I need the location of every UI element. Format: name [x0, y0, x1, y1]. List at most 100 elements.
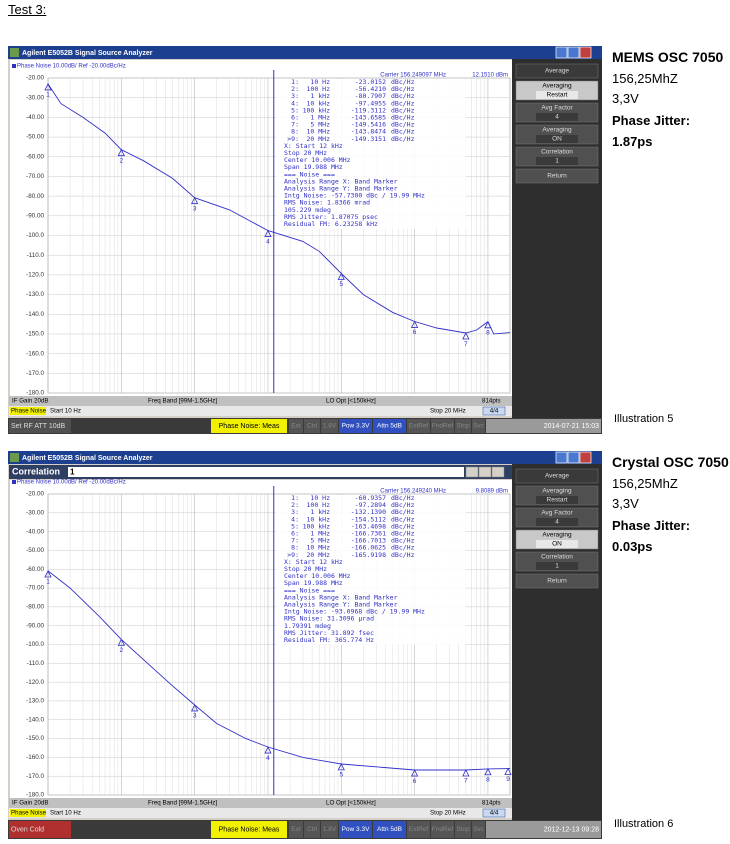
window-button: [567, 451, 580, 464]
marker-index: 4:: [291, 99, 299, 107]
status-flag: ExtRef: [409, 423, 429, 430]
status-flag: Ctrl: [307, 826, 318, 833]
page-tag: [482, 406, 506, 416]
marker-value: -56.4210: [355, 85, 386, 93]
y-tick-label: -120.0: [26, 679, 44, 686]
marker-label: 8: [486, 776, 490, 783]
status-flag: Attn 5dB: [377, 423, 402, 430]
trace-icon: [12, 64, 16, 68]
status-flag: Ctrl: [307, 423, 318, 430]
marker-frequency: 5 MHz: [310, 121, 330, 129]
status-flag: 1.8V: [323, 826, 337, 833]
softkey[interactable]: [515, 468, 599, 484]
marker-unit: dBc/Hz: [391, 114, 415, 122]
softkey-label: Return: [547, 173, 567, 180]
marker-label: 6: [413, 778, 417, 785]
carrier-level: 9.8089 dBm: [476, 489, 508, 495]
marker-unit: dBc/Hz: [391, 121, 415, 129]
y-tick-label: -50.00: [26, 547, 44, 554]
analysis-line: Residual FM: 6.23258 kHz: [284, 220, 378, 228]
caption-line: 3,3V: [612, 91, 639, 106]
marker: [44, 570, 52, 578]
analyzer-screenshot: Agilent E5052B Signal Source Analyzer Ave…: [8, 46, 602, 434]
marker-value: -154.5112: [351, 515, 386, 523]
status-left: Set RF ATT 10dB: [11, 423, 66, 430]
marker-unit: dBc/Hz: [391, 92, 415, 100]
y-tick-label: -120.0: [26, 272, 44, 279]
marker-label: 1: [46, 579, 50, 586]
footer-info-text: LO Opt [<150kHz]: [326, 800, 376, 807]
y-tick-label: -50.00: [26, 134, 44, 141]
marker: [337, 763, 345, 771]
window-button: [555, 451, 568, 464]
page-indicator: 4/4: [490, 408, 499, 415]
analysis-line: X: Start 12 kHz: [284, 558, 343, 566]
title-bar: [8, 46, 602, 59]
analyzer-screenshot: Agilent E5052B Signal Source Analyzer Ave…: [8, 451, 602, 839]
softkey-value-box: [536, 157, 578, 165]
softkey-value-box: [536, 135, 578, 143]
marker-index: 8:: [291, 128, 299, 136]
marker-frequency: 20 MHz: [307, 551, 331, 559]
softkey[interactable]: [515, 573, 599, 589]
marker: [190, 704, 199, 712]
y-tick-label: -90.00: [26, 622, 44, 629]
marker-value: -143.6585: [351, 114, 386, 122]
status-flag-box: [339, 821, 372, 838]
analysis-line: Span 19.988 MHz: [284, 579, 343, 587]
marker-frequency: 5 MHz: [310, 537, 330, 545]
panel-title: Correlation: [12, 466, 60, 476]
marker-value: -23.0152: [355, 78, 386, 86]
marker-value: -80.7907: [355, 92, 386, 100]
marker-index: 6:: [291, 530, 299, 538]
y-tick-label: -150.0: [26, 735, 44, 742]
y-tick-label: -130.0: [26, 698, 44, 705]
footer-info: [9, 798, 512, 808]
marker-unit: dBc/Hz: [391, 544, 415, 552]
window-button: [567, 46, 580, 59]
panel-button: [478, 466, 492, 478]
y-tick-label: -140.0: [26, 716, 44, 723]
marker-index: 8:: [291, 544, 299, 552]
softkey[interactable]: [515, 63, 599, 79]
marker: [264, 746, 272, 754]
marker-index: 1:: [291, 494, 299, 502]
y-tick-label: -100.0: [26, 641, 44, 648]
marker-unit: dBc/Hz: [391, 494, 415, 502]
softkey[interactable]: [515, 168, 599, 184]
footer-info-text: Freq Band [99M-1.5GHz]: [148, 398, 217, 405]
y-tick-label: -20.00: [26, 491, 44, 498]
marker-unit: dBc/Hz: [391, 501, 415, 509]
marker-index: 2:: [291, 501, 299, 509]
carrier: Carrier 156.249097 MHz: [380, 73, 446, 79]
marker-label: 3: [193, 205, 197, 212]
status-flag: Pow 3.3V: [342, 423, 370, 430]
marker-index: 7:: [291, 537, 299, 545]
marker-index: 1:: [291, 78, 299, 86]
window-button: [555, 46, 568, 59]
marker-unit: dBc/Hz: [391, 78, 415, 86]
status-flag-box: [407, 821, 430, 838]
analysis-line: 1.79391 mdeg: [284, 622, 331, 630]
y-tick-label: -180.0: [26, 792, 44, 799]
marker-frequency: 10 MHz: [307, 128, 331, 136]
y-tick-label: -60.00: [26, 566, 44, 573]
y-tick-label: -70.00: [26, 173, 44, 180]
caption-jitter: 0.03ps: [612, 539, 653, 554]
y-tick-label: -70.00: [26, 585, 44, 592]
status-flag: Ext: [291, 423, 301, 430]
marker-label: 6: [413, 329, 417, 336]
softkey-label: Averaging: [542, 83, 572, 90]
softkey-value-box: [536, 540, 578, 548]
marker-value: -97.4955: [355, 99, 386, 107]
page-tag: [482, 808, 506, 818]
window-title: Agilent E5052B Signal Source Analyzer: [22, 455, 153, 462]
marker-value: -132.1390: [351, 508, 386, 516]
marker-unit: dBc/Hz: [391, 508, 415, 516]
marker-value: -119.3112: [351, 106, 386, 114]
footer-info: [9, 396, 512, 406]
caption-jitter: 1.87ps: [612, 134, 653, 149]
caption-line: 3,3V: [612, 496, 639, 511]
status-mode-box: [211, 419, 287, 433]
softkey-label: Avg Factor: [541, 105, 573, 112]
